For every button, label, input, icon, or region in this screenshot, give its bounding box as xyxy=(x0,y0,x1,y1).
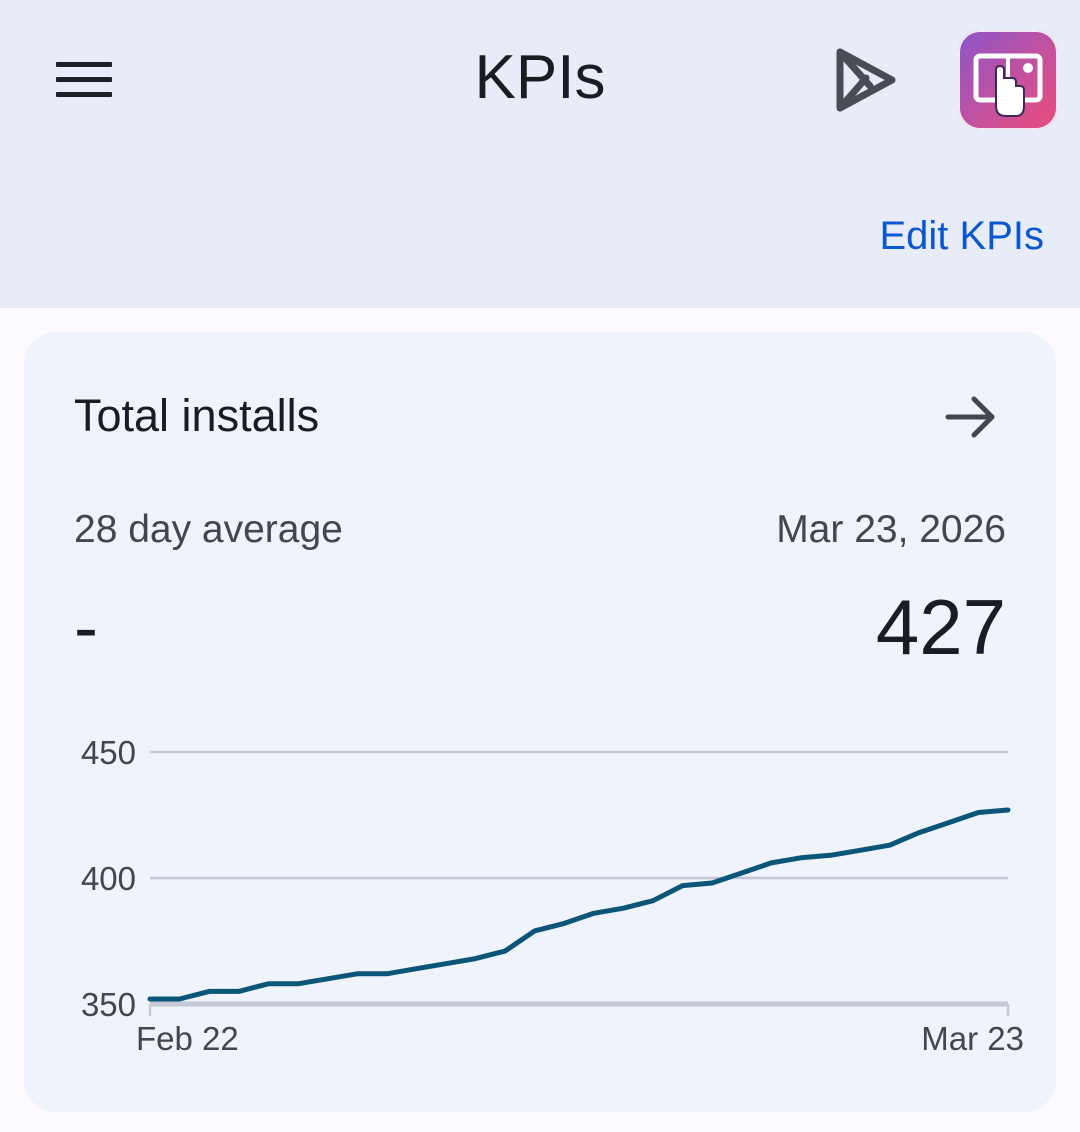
menu-icon[interactable] xyxy=(56,60,112,100)
chart-series xyxy=(147,807,1011,1002)
installs-line-chart: 350 400 450 Feb 22 Mar 23 xyxy=(81,734,1024,1057)
x-tick-label: Mar 23 xyxy=(921,1020,1024,1057)
top-app-bar: KPIs Edit KPIs xyxy=(0,0,1080,308)
y-axis-labels: 350 400 450 xyxy=(81,734,136,1023)
series-line xyxy=(147,807,1011,1002)
date-label: Mar 23, 2026 xyxy=(776,508,1006,551)
average-label: 28 day average xyxy=(74,508,343,551)
y-tick-label: 400 xyxy=(81,860,136,897)
card-title: Total installs xyxy=(74,390,320,441)
x-axis-labels: Feb 22 Mar 23 xyxy=(136,1020,1024,1057)
kpi-value: 427 xyxy=(875,583,1006,671)
edit-kpis-link[interactable]: Edit KPIs xyxy=(879,214,1044,258)
average-value: - xyxy=(74,588,98,668)
y-tick-label: 450 xyxy=(81,734,136,771)
chart-grid xyxy=(148,750,1010,1016)
x-tick-label: Feb 22 xyxy=(136,1020,239,1057)
app-icon[interactable] xyxy=(958,30,1058,130)
y-tick-label: 350 xyxy=(81,986,136,1023)
kpi-card-total-installs[interactable]: Total installs 28 day average Mar 23, 20… xyxy=(24,332,1056,1112)
play-console-icon[interactable] xyxy=(826,38,906,122)
page-title: KPIs xyxy=(474,43,606,112)
arrow-right-icon[interactable] xyxy=(942,390,1002,444)
